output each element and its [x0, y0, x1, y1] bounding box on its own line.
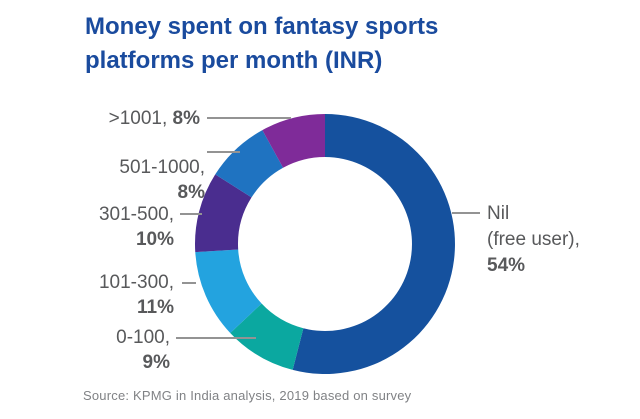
callout-501-1000: 501-1000, 8% [119, 155, 205, 205]
callout-nil-pct: 54% [487, 255, 526, 276]
leader-line-501-1000 [207, 151, 240, 153]
callout-nil-label-line1: Nil [487, 203, 510, 224]
callout-301-500: 301-500, 10% [99, 202, 174, 252]
donut-slice-1 [230, 303, 304, 370]
donut-slice-4 [215, 130, 284, 198]
callout-gt1001: >1001, 8% [109, 106, 200, 131]
leader-line-0-100 [176, 337, 256, 339]
callout-0-100: 0-100, 9% [116, 325, 170, 375]
donut-slice-3 [195, 174, 252, 253]
callout-nil: Nil (free user), 54% [487, 201, 580, 279]
callout-101-300-range: 101-300, [98, 272, 174, 293]
callout-101-300: 101-300, 11% [99, 270, 174, 320]
callout-0-100-range: 0-100, [116, 327, 170, 348]
chart-title-line1: Money spent on fantasy sports [85, 13, 439, 40]
donut-slice-0 [292, 114, 455, 374]
callout-gt1001-range: >1001, [108, 108, 168, 129]
callout-501-1000-pct: 8% [177, 182, 205, 203]
callout-501-1000-range: 501-1000, [119, 157, 205, 178]
leader-line-101-300 [182, 282, 196, 284]
callout-301-500-pct: 10% [135, 229, 174, 250]
leader-line-301-500 [180, 213, 202, 215]
callout-gt1001-pct: 8% [172, 108, 200, 129]
callout-301-500-range: 301-500, [98, 204, 174, 225]
callout-0-100-pct: 9% [142, 352, 170, 373]
chart-title-line2: platforms per month (INR) [85, 47, 383, 74]
donut-chart [195, 114, 455, 374]
donut-slice-2 [195, 249, 262, 333]
chart-title: Money spent on fantasy sports platforms p… [85, 10, 505, 78]
leader-line-gt1001 [207, 117, 291, 119]
leader-line-nil [452, 212, 480, 214]
callout-101-300-pct: 11% [137, 297, 174, 318]
source-note: Source: KPMG in India analysis, 2019 bas… [83, 388, 412, 403]
callout-nil-label-line2: (free user), [487, 229, 580, 250]
donut-slice-5 [262, 114, 325, 168]
